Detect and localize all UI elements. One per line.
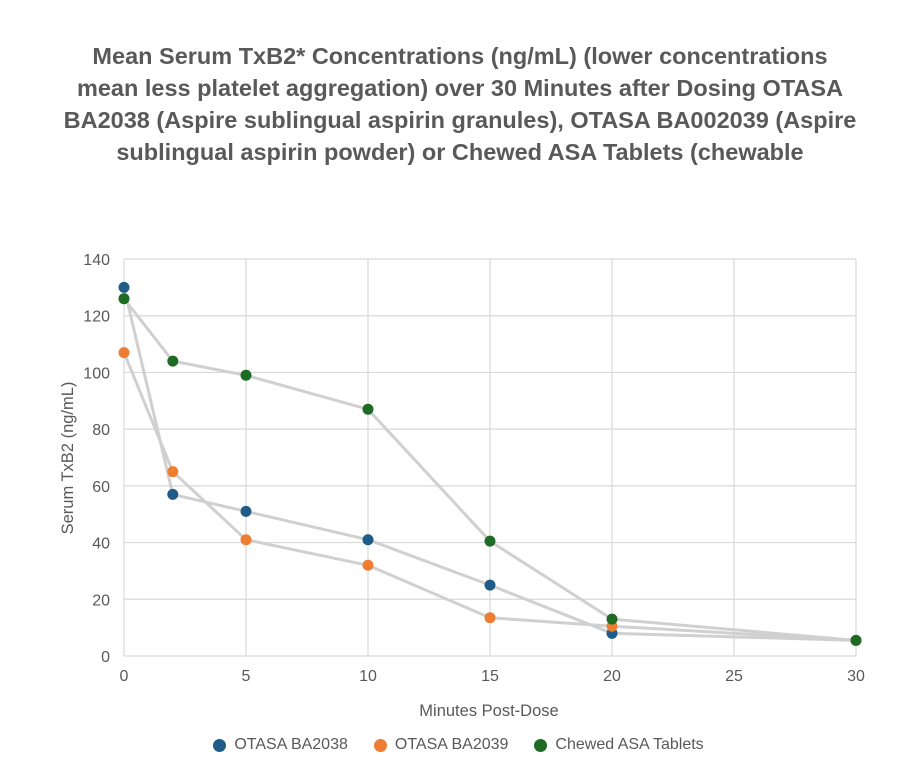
- legend-item-2: OTASA BA2039: [373, 736, 509, 754]
- series-points: [118, 281, 862, 646]
- data-point-series-3: [167, 355, 179, 367]
- x-tick-label: 30: [847, 668, 865, 685]
- data-point-series-3: [484, 535, 496, 547]
- data-point-series-1: [167, 488, 179, 500]
- data-point-series-2: [484, 612, 496, 624]
- legend-item-3: Chewed ASA Tablets: [534, 736, 704, 754]
- y-tick-label: 60: [92, 479, 110, 496]
- data-point-series-2: [118, 347, 130, 359]
- x-axis-title: Minutes Post-Dose: [419, 702, 558, 720]
- legend-label: OTASA BA2039: [394, 736, 509, 753]
- legend-label: OTASA BA2038: [234, 736, 348, 753]
- y-tick-label: 40: [92, 536, 110, 553]
- y-tick-labels: 0 20 40 60 80 100 120 140: [83, 252, 110, 666]
- x-tick-label: 10: [359, 668, 377, 685]
- x-tick-label: 15: [481, 668, 499, 685]
- x-tick-label: 25: [725, 668, 743, 685]
- y-axis-title: Serum TxB2 (ng/mL): [59, 382, 77, 535]
- data-point-series-3: [850, 634, 862, 646]
- data-point-series-3: [118, 293, 130, 305]
- data-point-series-1: [118, 281, 130, 293]
- data-point-series-2: [362, 559, 374, 571]
- legend-marker: [213, 738, 227, 752]
- chart-title: Mean Serum TxB2* Concentrations (ng/mL) …: [63, 43, 857, 165]
- legend-item-1: OTASA BA2038: [213, 736, 348, 754]
- y-tick-label: 0: [101, 649, 110, 666]
- x-tick-label: 20: [603, 668, 621, 685]
- data-point-series-2: [167, 466, 179, 478]
- data-point-series-3: [240, 369, 252, 381]
- data-point-series-1: [240, 505, 252, 517]
- legend: OTASA BA2038 OTASA BA2039 Chewed ASA Table…: [0, 736, 917, 754]
- data-point-series-1: [484, 579, 496, 591]
- legend-marker: [534, 738, 548, 752]
- legend-marker: [373, 738, 387, 752]
- x-tick-label: 0: [120, 668, 129, 685]
- y-tick-label: 140: [83, 252, 110, 269]
- data-point-series-1: [362, 534, 374, 546]
- legend-label: Chewed ASA Tablets: [555, 736, 704, 753]
- y-tick-label: 120: [83, 309, 110, 326]
- data-point-series-3: [362, 403, 374, 415]
- y-tick-label: 80: [92, 422, 110, 439]
- x-tick-label: 5: [242, 668, 251, 685]
- data-point-series-3: [606, 613, 618, 625]
- x-tick-labels: 0 5 10 15 20 25 30: [120, 668, 865, 685]
- y-tick-label: 20: [92, 592, 110, 609]
- y-tick-label: 100: [83, 365, 110, 382]
- grid-lines: [123, 258, 857, 657]
- data-point-series-2: [240, 534, 252, 546]
